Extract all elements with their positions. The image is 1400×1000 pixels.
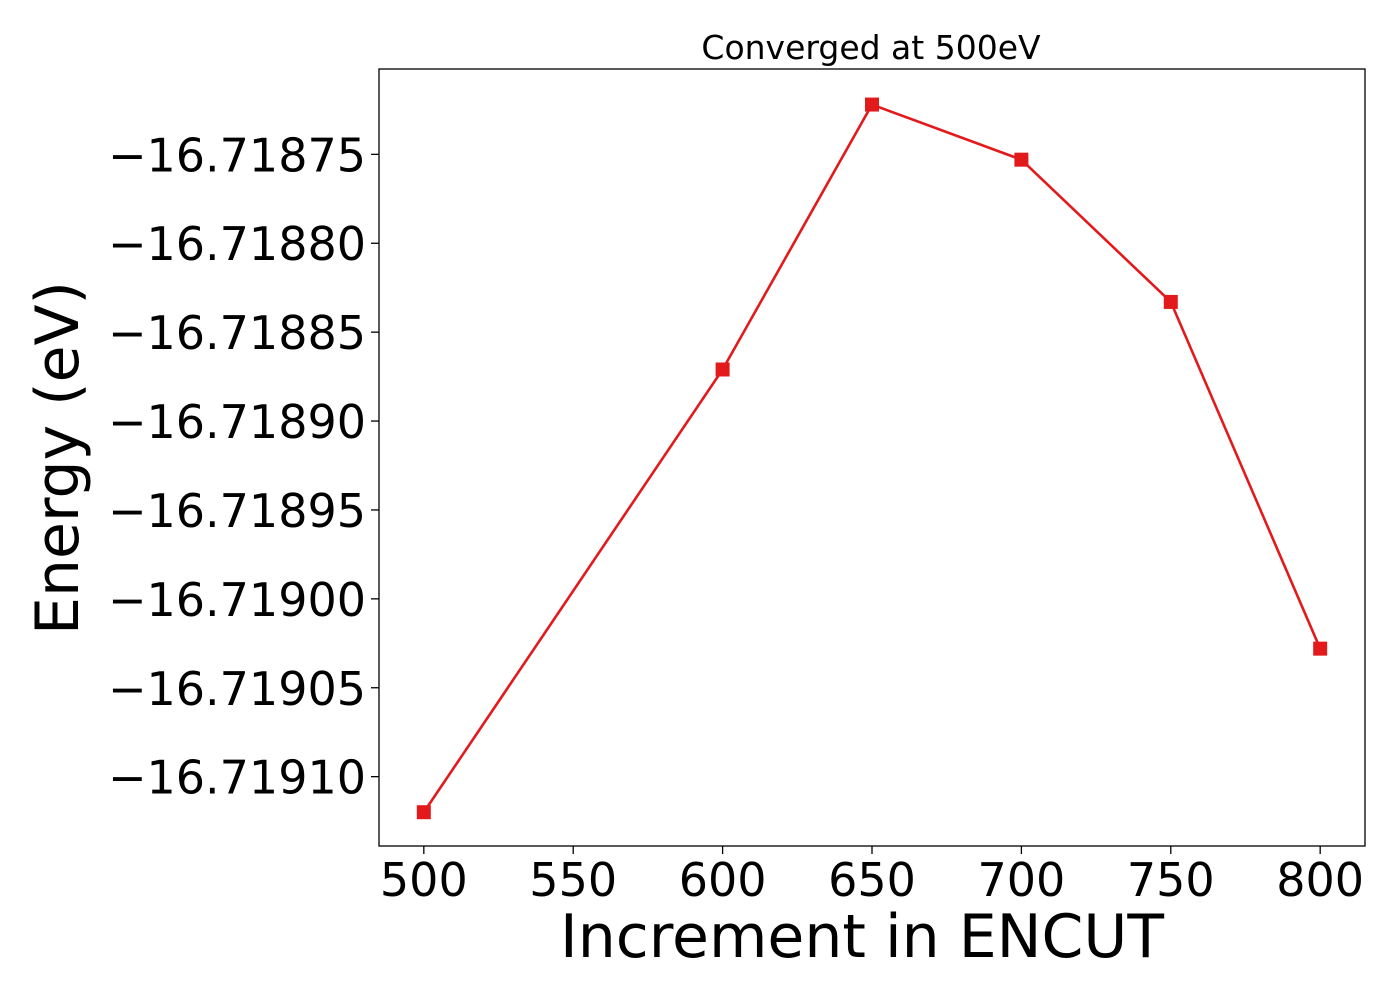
y-tick-label: −16.71880 (108, 217, 366, 271)
x-tick-label: 650 (828, 853, 916, 907)
y-tick-label: −16.71890 (108, 395, 366, 449)
data-point-marker (1313, 641, 1328, 656)
data-point-marker (1163, 294, 1178, 309)
x-tick-label: 550 (529, 853, 617, 907)
data-point-marker (865, 97, 879, 112)
y-tick-label: −16.71885 (108, 306, 366, 360)
x-tick-label: 700 (977, 853, 1065, 907)
x-axis-label: Increment in ENCUT (560, 902, 1164, 972)
y-axis-label: Energy (eV) (23, 281, 93, 635)
x-tick-label: 500 (380, 853, 468, 907)
data-point-marker (416, 805, 431, 820)
y-tick-label: −16.71895 (108, 484, 366, 538)
chart-title: Converged at 500eV (701, 28, 1041, 67)
y-tick-label: −16.71905 (108, 662, 366, 716)
x-tick-label: 800 (1276, 853, 1364, 907)
y-tick-label: −16.71910 (108, 751, 366, 805)
y-tick-label: −16.71875 (108, 128, 366, 182)
y-axis-ticks: −16.71875 −16.71880 −16.71885 −16.71890 −16.… (108, 128, 379, 805)
x-axis-ticks: 500 550 600 650 700 750 800 (380, 846, 1364, 907)
series-layer (416, 97, 1328, 820)
data-point-marker (1014, 152, 1029, 167)
series-line (422, 103, 1322, 813)
plot-area-frame (378, 68, 1366, 847)
x-tick-label: 600 (679, 853, 767, 907)
data-point-marker (715, 362, 730, 377)
x-tick-label: 750 (1127, 853, 1215, 907)
y-tick-label: −16.71900 (108, 573, 366, 627)
